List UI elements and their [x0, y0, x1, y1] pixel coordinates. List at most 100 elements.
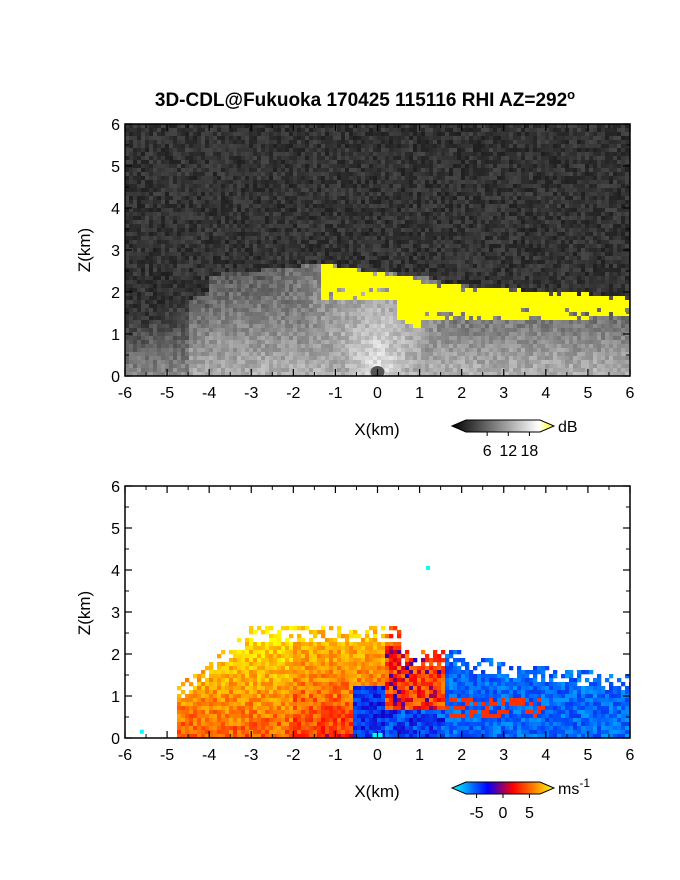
reflectivity-cell — [229, 332, 234, 337]
reflectivity-cell — [409, 248, 414, 253]
reflectivity-cell — [349, 360, 354, 365]
reflectivity-cell — [149, 232, 154, 237]
reflectivity-cell — [193, 348, 198, 353]
reflectivity-cell — [389, 280, 394, 285]
reflectivity-cell — [321, 296, 326, 301]
reflectivity-cell — [329, 260, 334, 265]
reflectivity-cell — [305, 328, 310, 333]
reflectivity-cell — [369, 124, 374, 129]
reflectivity-cell — [433, 136, 438, 141]
reflectivity-cell — [297, 288, 302, 293]
reflectivity-cell — [353, 348, 358, 353]
reflectivity-cell — [125, 148, 130, 153]
reflectivity-cell — [173, 372, 178, 376]
reflectivity-cell — [301, 312, 306, 317]
reflectivity-cell — [173, 344, 178, 349]
reflectivity-cell — [281, 136, 286, 141]
reflectivity-cell — [417, 356, 422, 361]
reflectivity-cell — [229, 156, 234, 161]
reflectivity-cell — [253, 332, 258, 337]
reflectivity-cell — [201, 260, 206, 265]
reflectivity-cell — [301, 316, 306, 321]
reflectivity-cell — [297, 212, 302, 217]
reflectivity-cell — [165, 316, 170, 321]
reflectivity-cell — [293, 292, 298, 297]
reflectivity-cell — [405, 224, 410, 229]
reflectivity-cell — [361, 172, 366, 177]
reflectivity-cell — [257, 220, 262, 225]
reflectivity-cell — [397, 140, 402, 145]
reflectivity-cell — [293, 364, 298, 369]
reflectivity-cell — [261, 360, 266, 365]
reflectivity-cell — [257, 284, 262, 289]
reflectivity-cell — [345, 292, 350, 297]
reflectivity-cell — [213, 336, 218, 341]
reflectivity-cell — [213, 216, 218, 221]
reflectivity-cell — [249, 248, 254, 253]
reflectivity-cell — [165, 156, 170, 161]
reflectivity-cell — [245, 228, 250, 233]
reflectivity-cell — [245, 124, 250, 129]
reflectivity-cell — [273, 296, 278, 301]
reflectivity-cell — [237, 180, 242, 185]
reflectivity-cell — [361, 168, 366, 173]
reflectivity-cell — [341, 236, 346, 241]
reflectivity-cell — [297, 124, 302, 129]
reflectivity-cell — [429, 240, 434, 245]
reflectivity-cell — [377, 352, 382, 357]
reflectivity-cell — [309, 292, 314, 297]
reflectivity-cell — [409, 348, 414, 353]
reflectivity-cell — [325, 176, 330, 181]
reflectivity-cell — [153, 124, 158, 129]
reflectivity-cell — [277, 216, 282, 221]
reflectivity-cell — [421, 252, 426, 257]
reflectivity-cell — [233, 352, 238, 357]
reflectivity-cell — [213, 184, 218, 189]
reflectivity-cell — [173, 160, 178, 165]
reflectivity-cell — [177, 308, 182, 313]
reflectivity-cell — [417, 328, 422, 333]
reflectivity-cell — [301, 200, 306, 205]
reflectivity-cell — [225, 368, 230, 373]
reflectivity-cell — [429, 348, 434, 353]
reflectivity-cell — [413, 136, 418, 141]
reflectivity-cell — [213, 192, 218, 197]
reflectivity-cell — [357, 132, 362, 137]
reflectivity-cell — [341, 260, 346, 265]
reflectivity-cell — [253, 280, 258, 285]
reflectivity-cell — [293, 208, 298, 213]
reflectivity-cell — [249, 144, 254, 149]
reflectivity-cell — [233, 312, 238, 317]
reflectivity-cell — [389, 300, 394, 305]
reflectivity-cell — [145, 316, 150, 321]
reflectivity-cell — [201, 208, 206, 213]
reflectivity-cell — [237, 344, 242, 349]
reflectivity-cell — [225, 356, 230, 361]
reflectivity-cell — [269, 344, 274, 349]
reflectivity-cell — [293, 268, 298, 273]
reflectivity-cell — [353, 136, 358, 141]
reflectivity-cell — [369, 284, 374, 289]
reflectivity-cell — [433, 124, 438, 129]
reflectivity-cell — [429, 164, 434, 169]
reflectivity-cell — [173, 188, 178, 193]
reflectivity-cell — [261, 308, 266, 313]
reflectivity-cell — [305, 296, 310, 301]
reflectivity-cell — [165, 252, 170, 257]
reflectivity-cell — [213, 328, 218, 333]
reflectivity-cell — [149, 140, 154, 145]
reflectivity-cell — [353, 240, 358, 245]
reflectivity-cell — [177, 292, 182, 297]
reflectivity-cell — [349, 240, 354, 245]
reflectivity-cell — [385, 316, 390, 321]
reflectivity-cell — [309, 220, 314, 225]
reflectivity-cell — [253, 128, 258, 133]
reflectivity-cell — [409, 196, 414, 201]
reflectivity-cell — [233, 236, 238, 241]
reflectivity-cell — [341, 144, 346, 149]
reflectivity-cell — [193, 368, 198, 373]
reflectivity-cell — [125, 132, 130, 137]
reflectivity-cell — [397, 272, 402, 277]
reflectivity-cell — [145, 304, 150, 309]
reflectivity-cell — [365, 224, 370, 229]
